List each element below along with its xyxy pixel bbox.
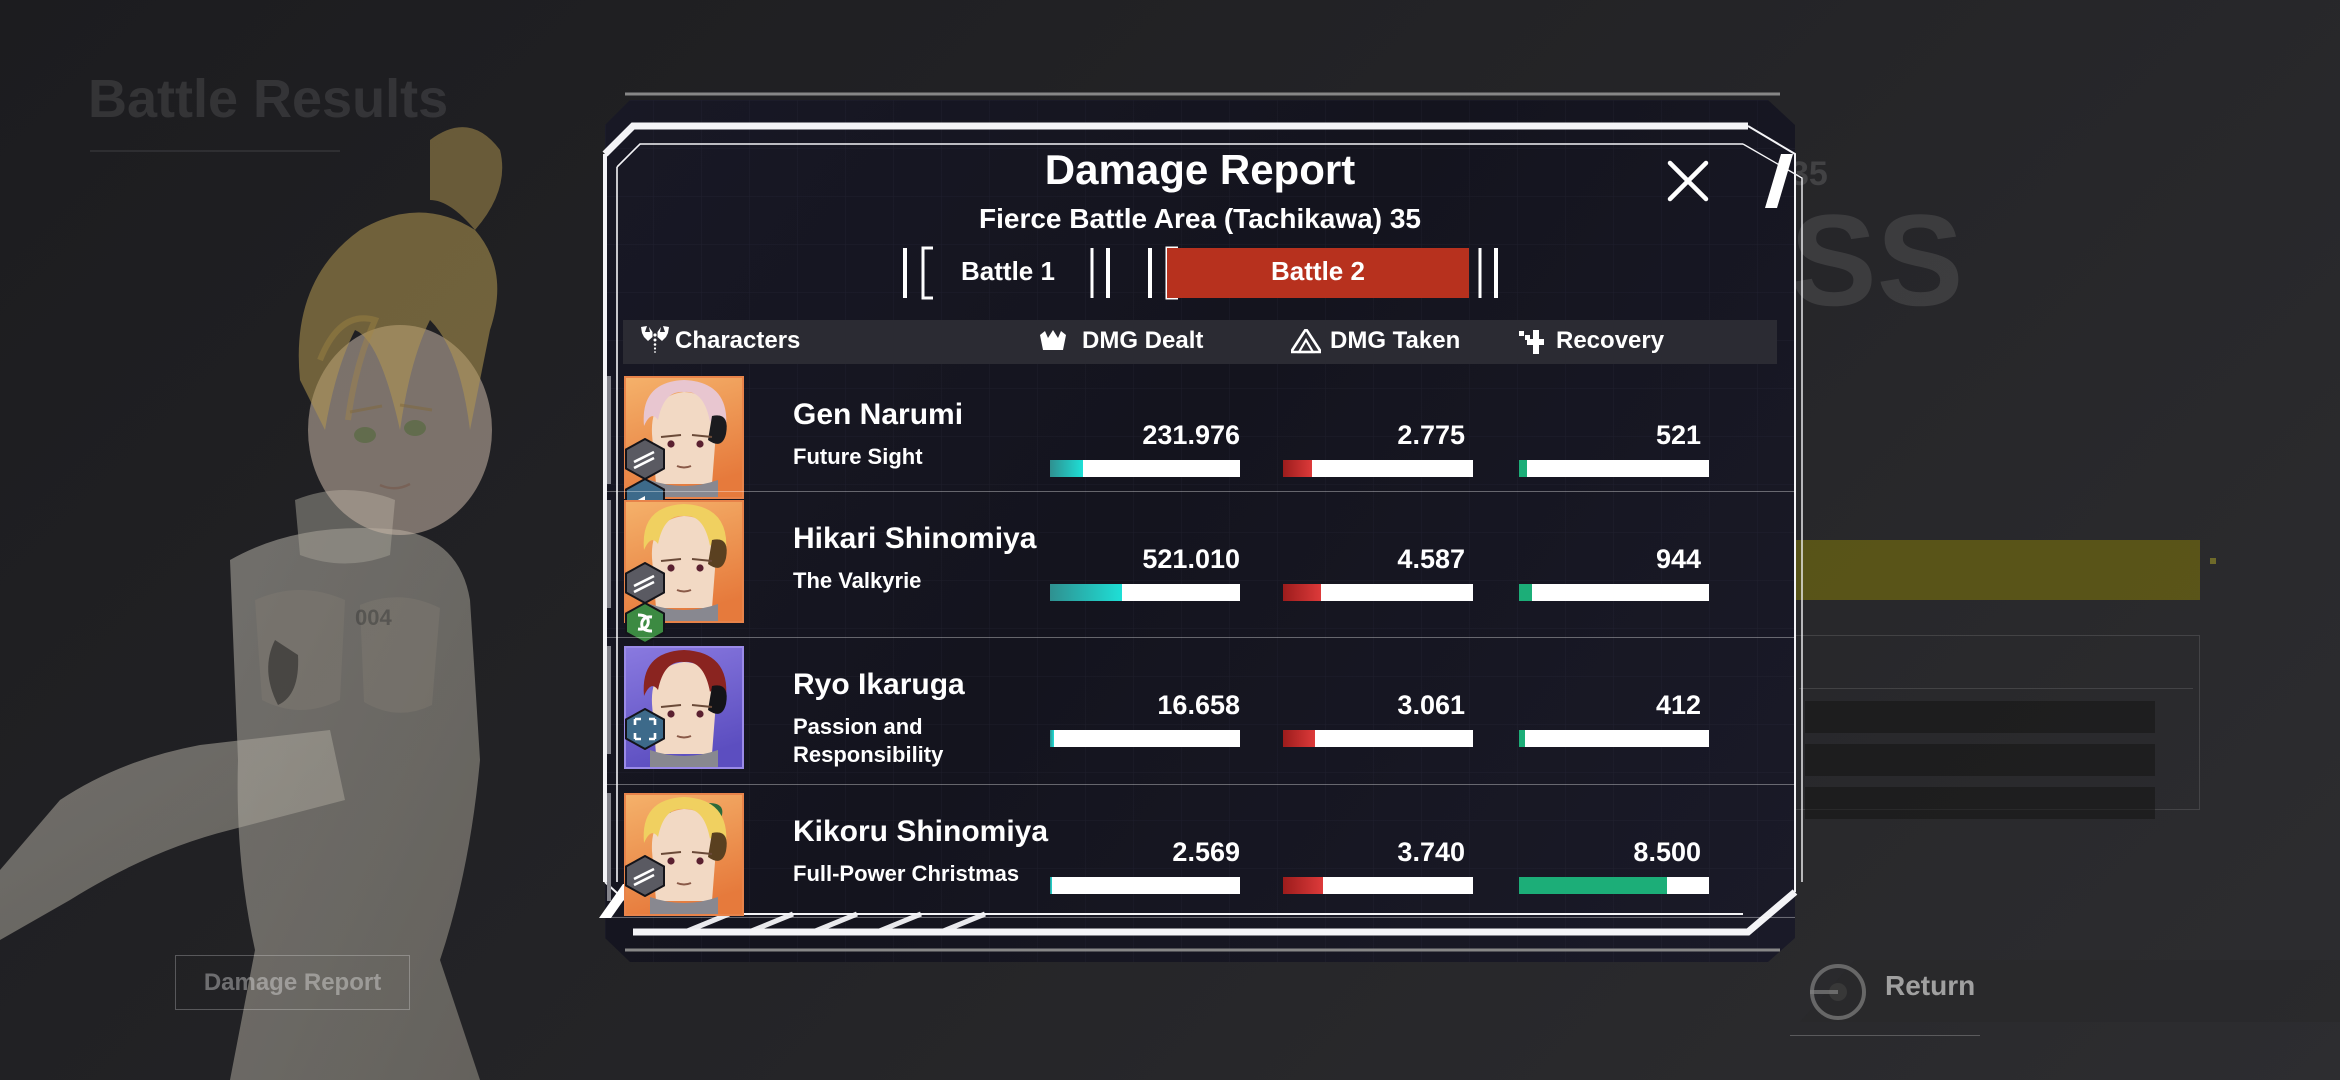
svg-text:004: 004 <box>355 605 392 630</box>
